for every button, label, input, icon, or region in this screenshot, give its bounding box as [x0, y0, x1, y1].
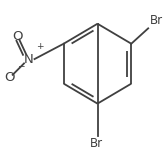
Text: −: − — [17, 62, 24, 71]
Text: N: N — [23, 53, 33, 66]
Text: Br: Br — [89, 137, 103, 150]
Text: O: O — [12, 29, 23, 42]
Text: Br: Br — [150, 14, 163, 27]
Text: O: O — [5, 71, 15, 84]
Text: +: + — [36, 42, 44, 51]
